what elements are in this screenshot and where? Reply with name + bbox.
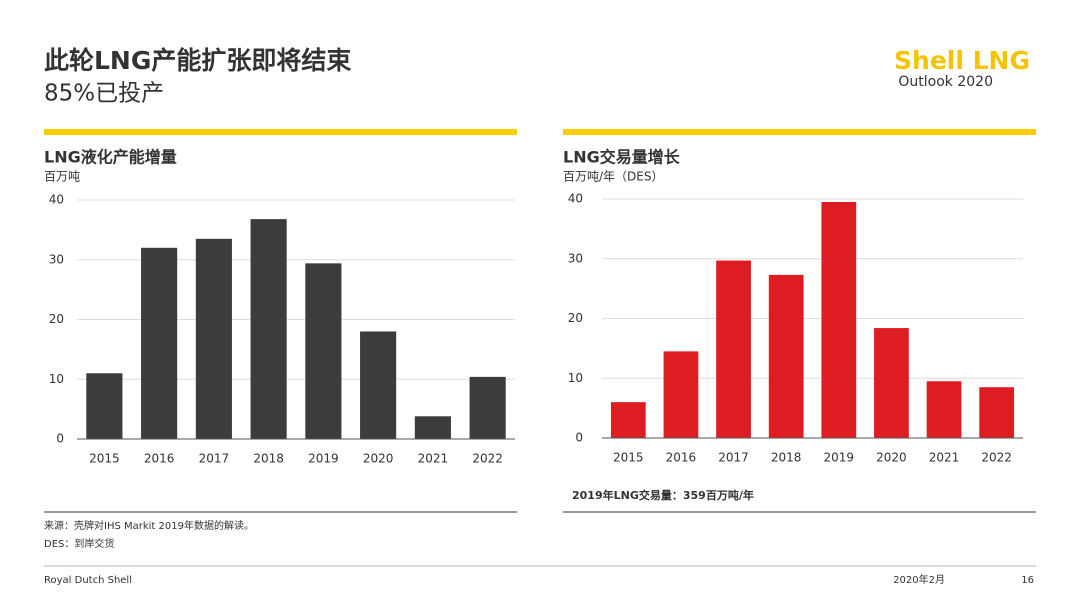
- x-tick-label: 2020: [876, 451, 907, 465]
- bar: [610, 402, 646, 438]
- x-tick-label: 2016: [666, 451, 697, 465]
- accent-bar: [44, 129, 517, 135]
- footer-date: 2020年2月: [893, 573, 945, 586]
- x-tick-label: 2021: [418, 452, 449, 466]
- x-tick-label: 2017: [718, 451, 749, 465]
- x-tick-label: 2017: [199, 452, 230, 466]
- annotation: 2019年LNG交易量：359百万吨/年: [572, 488, 754, 502]
- chart-title: LNG交易量增长: [563, 148, 681, 167]
- y-tick-label: 10: [568, 371, 583, 385]
- chart-title: LNG液化产能增量: [44, 148, 177, 167]
- x-tick-label: 2018: [771, 451, 802, 465]
- bar: [195, 238, 232, 439]
- accent-bar: [563, 129, 1036, 135]
- x-tick-label: 2015: [89, 452, 120, 466]
- bar: [768, 274, 804, 438]
- bar: [250, 219, 287, 439]
- footer-left: Royal Dutch Shell: [44, 575, 132, 586]
- bar: [821, 201, 857, 438]
- y-tick-label: 0: [575, 431, 583, 445]
- y-tick-label: 20: [568, 311, 583, 325]
- bar: [360, 331, 397, 439]
- y-tick-label: 20: [49, 312, 64, 326]
- x-tick-label: 2019: [824, 451, 855, 465]
- bar: [874, 328, 909, 438]
- bar: [141, 247, 178, 439]
- note: 来源：壳牌对IHS Markit 2019年数据的解读。: [44, 519, 254, 532]
- footer-page: 16: [1021, 575, 1034, 586]
- bar: [414, 416, 451, 439]
- x-tick-label: 2021: [929, 451, 960, 465]
- x-tick-label: 2022: [472, 452, 503, 466]
- x-tick-label: 2019: [308, 452, 339, 466]
- logo-sub: Outlook 2020: [898, 74, 993, 90]
- y-tick-label: 40: [568, 192, 583, 206]
- x-tick-label: 2016: [144, 452, 175, 466]
- y-tick-label: 30: [49, 252, 64, 266]
- y-tick-label: 40: [49, 193, 64, 207]
- x-tick-label: 2020: [363, 452, 394, 466]
- x-tick-label: 2018: [253, 452, 284, 466]
- axis-label: 百万吨/年（DES）: [563, 170, 663, 184]
- slide-subtitle: 85%已投产: [44, 81, 164, 107]
- x-tick-label: 2015: [613, 451, 644, 465]
- bar: [979, 387, 1015, 438]
- bar: [305, 263, 342, 439]
- note: DES：到岸交货: [44, 537, 114, 550]
- logo-name: Shell LNG: [894, 46, 1030, 75]
- bar: [926, 381, 962, 438]
- bar: [86, 373, 123, 439]
- y-tick-label: 10: [49, 372, 64, 386]
- bar: [716, 260, 751, 438]
- bar: [663, 351, 699, 438]
- slide-title: 此轮LNG产能扩张即将结束: [44, 46, 352, 75]
- y-tick-label: 30: [568, 251, 583, 265]
- axis-label: 百万吨: [44, 170, 80, 184]
- y-tick-label: 0: [56, 432, 64, 446]
- bar: [469, 376, 506, 439]
- x-tick-label: 2022: [981, 451, 1012, 465]
